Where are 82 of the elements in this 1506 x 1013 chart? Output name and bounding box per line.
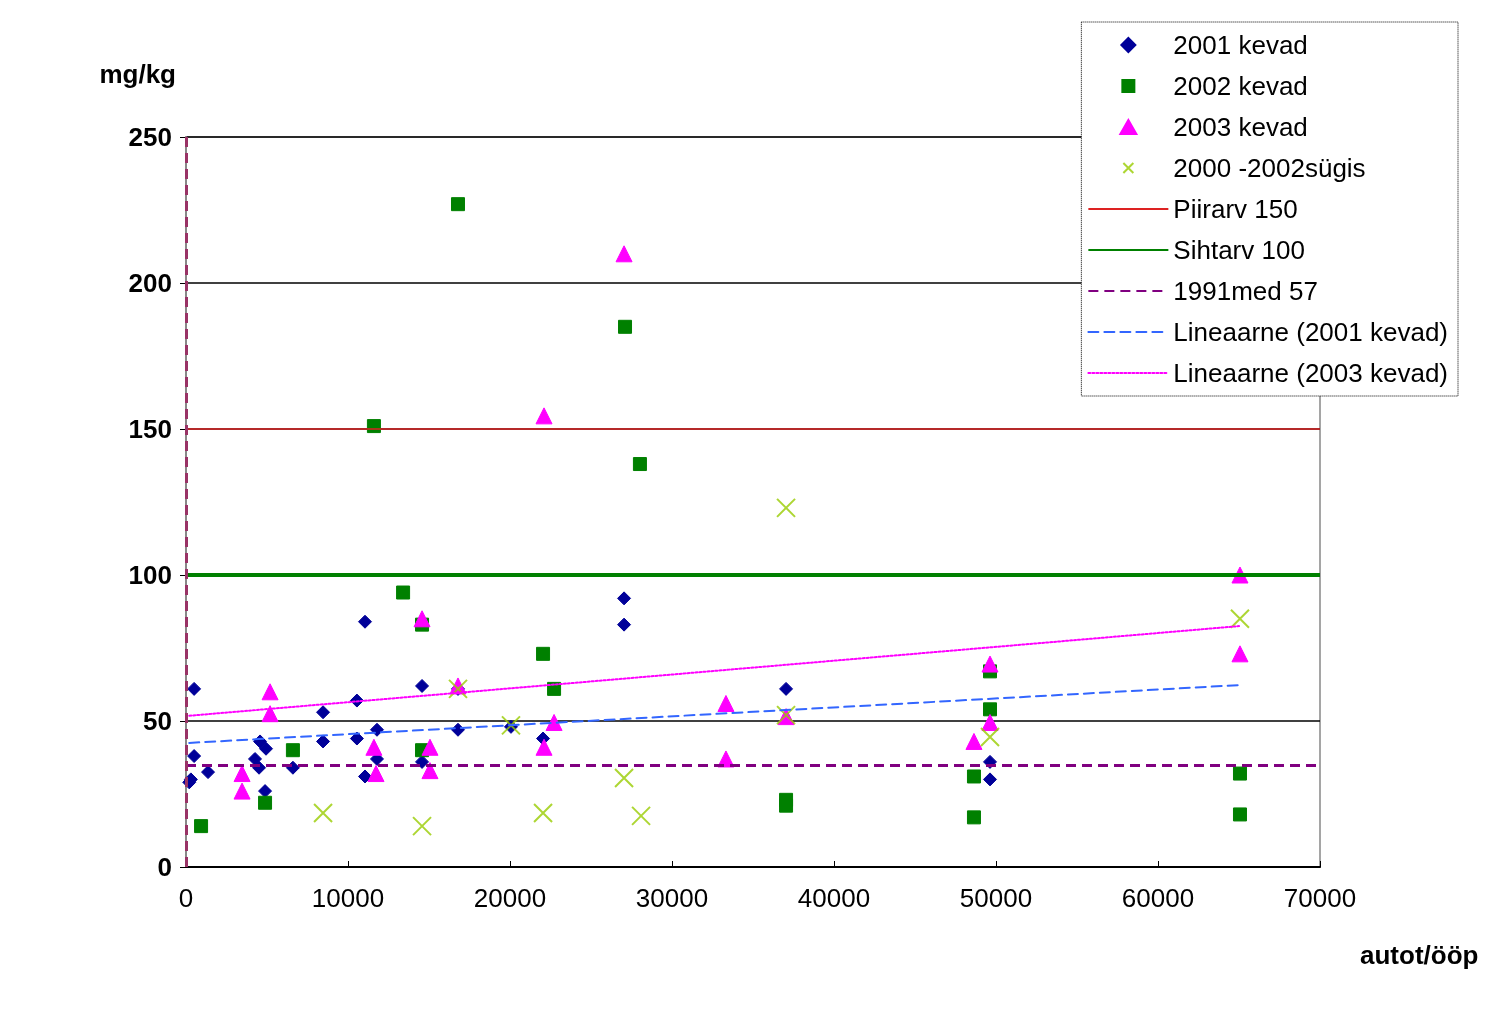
point	[201, 765, 216, 780]
point	[617, 617, 632, 632]
point	[536, 646, 551, 661]
point	[451, 197, 465, 212]
point	[618, 319, 633, 334]
point	[412, 816, 433, 837]
legend-label: 1991med 57	[1173, 276, 1318, 306]
point	[187, 681, 202, 696]
point	[313, 802, 334, 823]
point	[233, 782, 251, 800]
point	[981, 655, 999, 673]
point	[535, 738, 553, 756]
point	[631, 805, 652, 826]
point	[413, 610, 431, 628]
point	[717, 694, 735, 712]
y-tick-label: 200	[128, 268, 172, 298]
point	[632, 457, 647, 472]
legend-label: Lineaarne (2001 kevad)	[1173, 317, 1448, 347]
x-tick-label: 0	[178, 883, 194, 913]
point	[285, 743, 300, 758]
y-tick-label: 0	[157, 852, 172, 882]
x-tick-label: 30000	[635, 883, 709, 913]
point	[367, 765, 385, 783]
point	[1231, 645, 1249, 663]
point	[965, 732, 983, 750]
point	[776, 497, 797, 518]
point	[981, 713, 999, 731]
point	[187, 749, 202, 764]
point	[316, 705, 331, 720]
x-tick-label: 50000	[959, 883, 1033, 913]
legend-label: 2003 kevad	[1173, 112, 1308, 142]
point	[1232, 766, 1247, 781]
point	[421, 738, 439, 756]
point	[980, 727, 1001, 748]
x-axis-title: autot/ööp	[1360, 940, 1479, 970]
point	[370, 722, 384, 737]
y-tick-label: 150	[128, 414, 172, 444]
legend-label: Piirarv 150	[1173, 194, 1298, 224]
point	[615, 245, 633, 263]
x-tick-label: 70000	[1283, 883, 1357, 913]
point	[358, 614, 373, 629]
point	[415, 678, 430, 693]
point	[614, 767, 635, 788]
point	[966, 769, 981, 784]
point	[1229, 608, 1250, 629]
point	[261, 705, 279, 723]
y-tick-label: 50	[143, 706, 172, 736]
point	[259, 741, 274, 756]
point	[258, 795, 273, 810]
point	[349, 731, 364, 746]
point	[396, 585, 411, 600]
legend-label: 2000 -2002sügis	[1173, 153, 1366, 183]
point	[617, 591, 632, 606]
legend-label: 2001 kevad	[1173, 30, 1308, 60]
point	[233, 765, 251, 783]
x-tick-label: 40000	[797, 883, 871, 913]
point	[261, 683, 279, 701]
point	[535, 407, 553, 425]
point	[194, 819, 209, 834]
point	[983, 702, 998, 717]
point	[421, 762, 439, 780]
point	[258, 784, 273, 799]
y-axis-title: mg/kg	[99, 59, 176, 89]
x-tick-label: 60000	[1121, 883, 1195, 913]
point	[966, 810, 981, 825]
point	[415, 754, 430, 769]
point	[545, 713, 563, 731]
legend-label: Lineaarne (2003 kevad)	[1173, 358, 1448, 388]
legend-label: 2002 kevad	[1173, 71, 1308, 101]
x-tick-label: 10000	[311, 883, 385, 913]
point	[983, 772, 998, 787]
point	[779, 681, 794, 696]
x-tick-label: 20000	[473, 883, 547, 913]
legend-label: Sihtarv 100	[1173, 235, 1305, 265]
y-tick-label: 100	[128, 560, 172, 590]
point	[316, 734, 331, 749]
y-tick-label: 250	[128, 122, 172, 152]
point	[779, 798, 794, 813]
point	[1232, 807, 1247, 822]
point	[248, 751, 263, 766]
point	[533, 802, 554, 823]
point	[365, 738, 383, 756]
